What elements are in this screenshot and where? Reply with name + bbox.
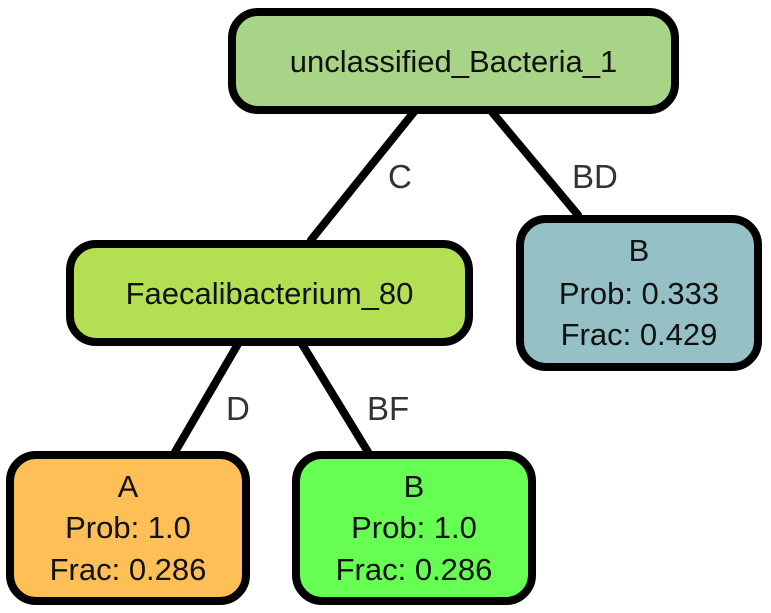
leaf-bd-frac: Frac: 0.429 (561, 317, 718, 352)
edge-faecalibacterium-to-leaf-a (171, 340, 242, 456)
leaf-a-prob: Prob: 1.0 (65, 510, 191, 545)
edge-label-bf: BF (367, 390, 409, 427)
leaf-node-bd: B Prob: 0.333 Frac: 0.429 (516, 215, 762, 371)
edges (171, 108, 582, 456)
edge-label-c: C (388, 158, 412, 195)
leaf-node-bf: B Prob: 1.0 Frac: 0.286 (292, 451, 536, 605)
leaf-a-frac: Frac: 0.286 (50, 552, 207, 587)
leaf-a-class: A (118, 469, 139, 504)
node-box-root (228, 8, 679, 114)
leaf-bd-class: B (629, 233, 650, 268)
edge-root-to-faecalibacterium (307, 108, 418, 244)
leaf-bf-class: B (404, 469, 425, 504)
node-box-leaf-bf (292, 451, 536, 605)
node-label-root: unclassified_Bacteria_1 (290, 44, 617, 79)
node-box-leaf-bd (516, 215, 762, 371)
edge-label-bd: BD (572, 158, 618, 195)
edge-label-d: D (226, 390, 250, 427)
leaf-bd-prob: Prob: 0.333 (559, 276, 719, 311)
leaf-bf-frac: Frac: 0.286 (336, 552, 493, 587)
edge-faecalibacterium-to-leaf-bf (298, 340, 372, 456)
node-box-faecalibacterium (66, 240, 473, 346)
leaf-bf-prob: Prob: 1.0 (351, 510, 477, 545)
leaf-node-a: A Prob: 1.0 Frac: 0.286 (6, 451, 250, 605)
node-label-faecalibacterium: Faecalibacterium_80 (126, 276, 414, 311)
node-faecalibacterium-80: Faecalibacterium_80 (66, 240, 473, 346)
edge-root-to-leaf-bd (488, 108, 582, 219)
node-unclassified-bacteria-1: unclassified_Bacteria_1 (228, 8, 679, 114)
edge-labels: C BD D BF (226, 158, 618, 427)
node-box-leaf-a (6, 451, 250, 605)
